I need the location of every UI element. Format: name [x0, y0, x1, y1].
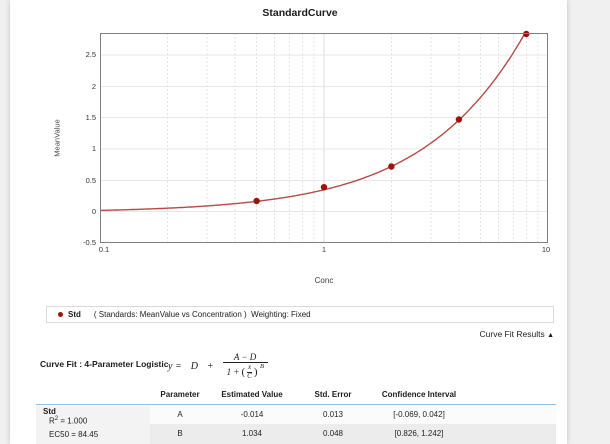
- equation-c: C: [247, 372, 252, 381]
- equation-x: x: [247, 363, 252, 372]
- table-row-background: [150, 424, 556, 444]
- fraction-bar: [247, 371, 252, 373]
- column-header-std-error: Std. Error: [314, 390, 352, 399]
- equation-plus: +: [206, 360, 214, 372]
- y-tick-label: 1.5: [85, 113, 96, 122]
- equation-d-term: D: [190, 360, 198, 372]
- y-axis-label: MeanValue: [52, 119, 62, 157]
- table-row-background: [150, 406, 556, 424]
- x-axis-label: Conc: [314, 276, 334, 285]
- y-tick-label: 2.5: [85, 50, 96, 59]
- cell-std-error: 0.013: [322, 410, 344, 419]
- cell-std-error: 0.048: [322, 429, 344, 438]
- std-series-marker-icon: [58, 312, 63, 317]
- x-tick-label: 1: [321, 245, 327, 254]
- y-tick-label: -0.5: [83, 238, 96, 247]
- y-tick-label: 2: [91, 82, 96, 91]
- cell-estimated-value: -0.014: [240, 410, 264, 419]
- column-header-parameter: Parameter: [160, 390, 200, 399]
- standard-curve-panel: StandardCurve MeanValue 2.5 2 1.5 1 0.5 …: [10, 0, 567, 444]
- curve-fit-equation: y = D + A − D 1 + ( x C ) B: [168, 347, 268, 385]
- y-tick-label: 0: [91, 207, 96, 216]
- legend-description: ( Standards: MeanValue vs Concentration …: [93, 310, 311, 319]
- r2-value: = 1.000: [58, 416, 88, 426]
- chart-title: StandardCurve: [262, 7, 338, 19]
- group-r-squared: R2 = 1.000: [49, 416, 87, 426]
- equation-fraction: A − D 1 + ( x C ) B: [222, 351, 268, 380]
- y-tick-label: 0.5: [85, 176, 96, 185]
- legend-entry-std[interactable]: Std ( Standards: MeanValue vs Concentrat…: [46, 306, 554, 323]
- cell-parameter: A: [177, 410, 183, 419]
- group-ec50: EC50 = 84.45: [49, 430, 99, 439]
- curve-fit-model-label: Curve Fit : 4-Parameter Logistic: [40, 359, 169, 369]
- curve-fit-results-label: Curve Fit Results: [479, 329, 548, 339]
- equation-denominator: 1 + ( x C ) B: [222, 362, 268, 380]
- equation-exponent: B: [260, 363, 264, 371]
- table-group-cell-std: Std R2 = 1.000 EC50 = 84.45: [36, 406, 150, 444]
- cell-parameter: B: [177, 429, 183, 438]
- equation-den-prefix: 1 +: [226, 367, 240, 377]
- x-tick-label: 10: [541, 245, 551, 254]
- equation-x-over-c: x C: [247, 364, 252, 380]
- r2-superscript: 2: [54, 416, 59, 422]
- table-header-divider: [36, 404, 556, 405]
- r2-base: R: [49, 416, 55, 426]
- equation-paren-close: ): [253, 365, 258, 378]
- column-header-confidence-interval: Confidence Interval: [381, 390, 457, 399]
- x-tick-label: 0.1: [98, 245, 110, 254]
- standard-curve-plot[interactable]: [100, 30, 548, 243]
- curve-fit-results-toggle[interactable]: Curve Fit Results ▲: [354, 329, 554, 339]
- equation-paren-open: (: [241, 365, 246, 378]
- y-tick-label: 1: [91, 144, 96, 153]
- equation-numerator: A − D: [233, 351, 257, 362]
- legend-series-name: Std: [68, 310, 81, 319]
- equation-lhs: y =: [168, 360, 182, 372]
- cell-estimated-value: 1.034: [241, 429, 263, 438]
- group-name: Std: [43, 407, 56, 416]
- column-header-estimated-value: Estimated Value: [221, 390, 283, 399]
- collapse-up-icon: ▲: [547, 331, 554, 339]
- cell-confidence-interval: [0.826, 1.242]: [394, 429, 444, 438]
- cell-confidence-interval: [-0.069, 0.042]: [393, 410, 445, 419]
